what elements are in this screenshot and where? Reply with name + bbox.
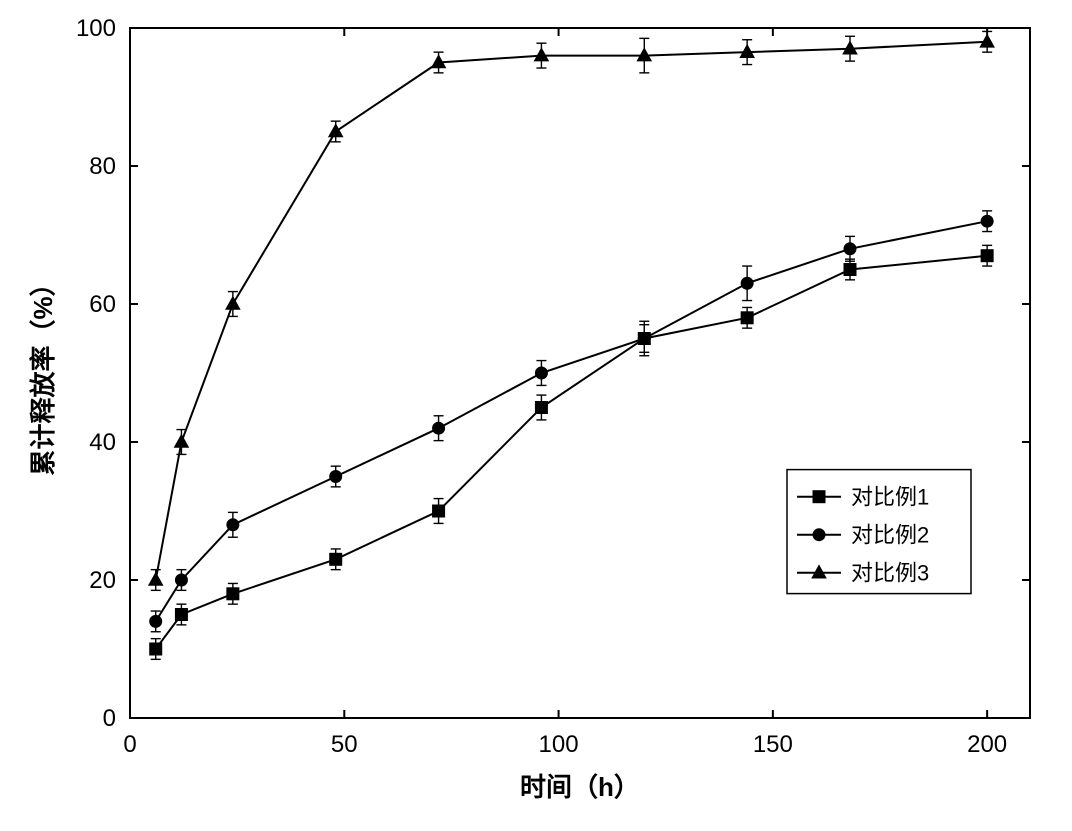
- marker-square: [175, 609, 187, 621]
- x-tick-label: 0: [123, 731, 136, 758]
- marker-circle: [175, 574, 187, 586]
- y-tick-label: 20: [89, 567, 116, 594]
- legend-label: 对比例1: [851, 484, 929, 509]
- marker-square: [813, 491, 825, 503]
- chart-background: [0, 0, 1072, 831]
- marker-square: [844, 264, 856, 276]
- legend: 对比例1 对比例2 对比例3: [787, 470, 971, 594]
- marker-circle: [638, 333, 650, 345]
- marker-square: [330, 553, 342, 565]
- release-chart: 0 50 100 150 200 0 20 40 60 80 100 时间（h） 累计释放率（%） 对比例…: [0, 0, 1072, 831]
- y-tick-label: 80: [89, 153, 116, 180]
- marker-circle: [844, 243, 856, 255]
- y-tick-label: 40: [89, 429, 116, 456]
- marker-circle: [535, 367, 547, 379]
- marker-circle: [150, 615, 162, 627]
- legend-label: 对比例3: [851, 560, 929, 585]
- marker-circle: [330, 471, 342, 483]
- marker-circle: [981, 215, 993, 227]
- marker-square: [741, 312, 753, 324]
- y-tick-label: 0: [103, 705, 116, 732]
- x-axis-title: 时间（h）: [520, 772, 640, 802]
- chart-svg: 0 50 100 150 200 0 20 40 60 80 100 时间（h） 累计释放率（%） 对比例…: [0, 0, 1072, 831]
- y-axis-title: 累计释放率（%）: [28, 270, 58, 475]
- marker-square: [150, 643, 162, 655]
- x-tick-label: 100: [539, 731, 579, 758]
- x-tick-label: 200: [967, 731, 1007, 758]
- marker-square: [227, 588, 239, 600]
- marker-square: [981, 250, 993, 262]
- y-tick-label: 60: [89, 291, 116, 318]
- legend-label: 对比例2: [851, 522, 929, 547]
- x-tick-label: 50: [331, 731, 358, 758]
- marker-circle: [813, 529, 825, 541]
- marker-circle: [433, 422, 445, 434]
- y-tick-label: 100: [76, 15, 116, 42]
- marker-circle: [741, 277, 753, 289]
- marker-square: [535, 402, 547, 414]
- marker-square: [433, 505, 445, 517]
- x-tick-label: 150: [753, 731, 793, 758]
- marker-circle: [227, 519, 239, 531]
